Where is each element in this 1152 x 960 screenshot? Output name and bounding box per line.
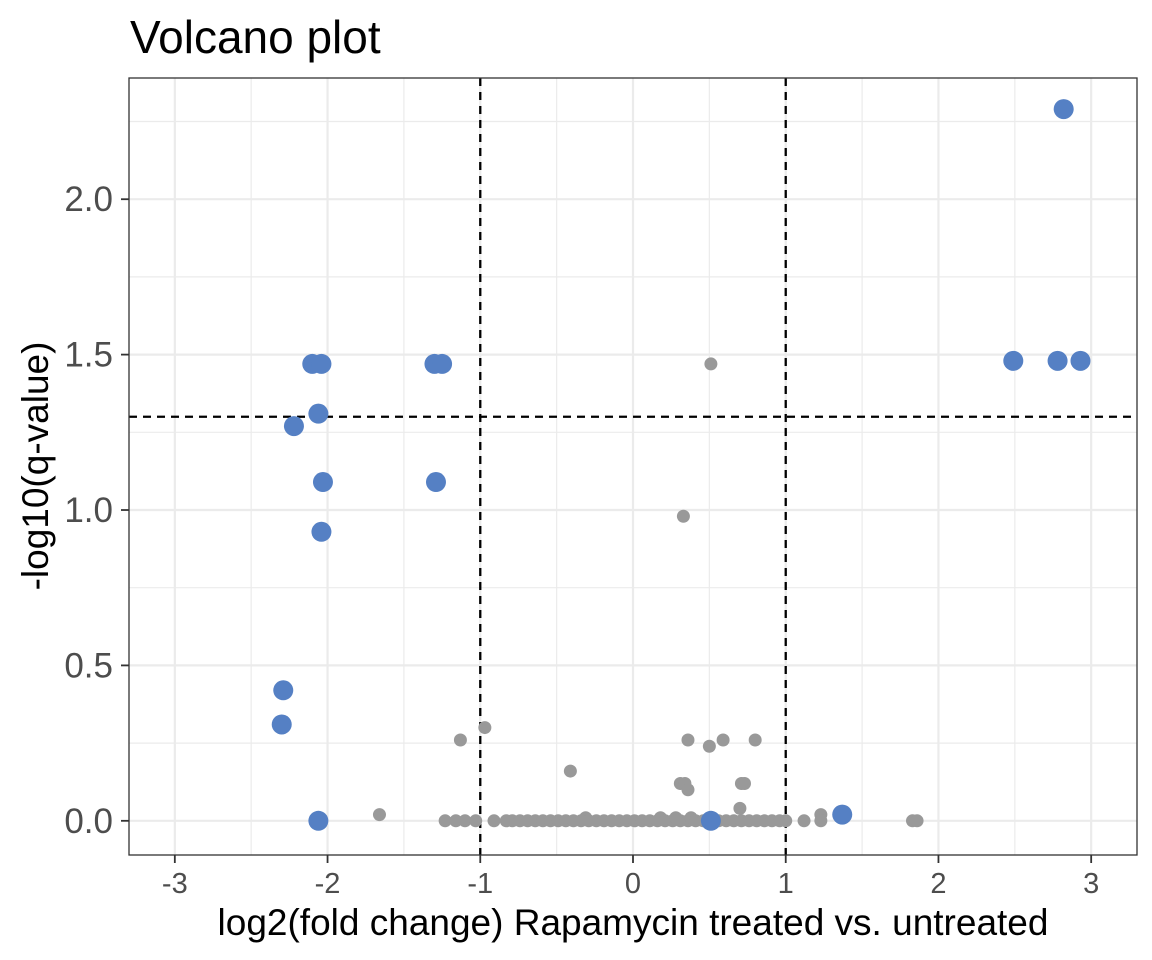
non-significant-point: [779, 814, 793, 828]
significant-point: [700, 810, 721, 831]
significant-point: [311, 353, 332, 374]
y-tick-label: 0.5: [64, 646, 113, 685]
significant-point: [312, 472, 333, 493]
significant-point: [1053, 99, 1074, 120]
significant-point: [1070, 350, 1091, 371]
non-significant-point: [478, 721, 492, 735]
non-significant-point: [748, 733, 762, 747]
non-significant-point: [449, 814, 463, 828]
significant-point: [425, 472, 446, 493]
y-axis-title: -log10(q-value): [15, 342, 56, 591]
x-axis-title: log2(fold change) Rapamycin treated vs. …: [218, 902, 1049, 943]
significant-point: [308, 810, 329, 831]
significant-point: [311, 521, 332, 542]
non-significant-point: [716, 733, 730, 747]
x-tick-label: 3: [1083, 868, 1099, 900]
non-significant-point: [704, 357, 718, 371]
y-tick-label: 1.5: [64, 336, 113, 375]
non-significant-point: [797, 814, 811, 828]
significant-point: [432, 353, 453, 374]
non-significant-point: [910, 814, 924, 828]
non-significant-point: [458, 814, 472, 828]
non-significant-point: [676, 509, 690, 523]
non-significant-point: [733, 801, 747, 815]
non-significant-point: [438, 814, 452, 828]
significant-point: [1003, 350, 1024, 371]
axes: -3 -2 -1 0 1 2 3 0.0 0.5 1.0 1.5 2.0: [64, 180, 1099, 900]
x-tick-label: -3: [162, 868, 188, 900]
y-tick-label: 0.0: [64, 802, 113, 841]
non-significant-point: [453, 733, 467, 747]
non-significant-point: [702, 739, 716, 753]
x-tick-label: -2: [315, 868, 341, 900]
non-significant-point: [372, 808, 386, 822]
significant-point: [1047, 350, 1068, 371]
significant-point: [283, 416, 304, 437]
non-significant-point: [469, 814, 483, 828]
non-significant-point: [737, 777, 751, 791]
significant-point: [832, 804, 853, 825]
non-significant-point: [681, 783, 695, 797]
non-significant-point: [814, 814, 828, 828]
x-tick-label: 0: [625, 868, 641, 900]
non-significant-point: [563, 764, 577, 778]
significant-point: [271, 714, 292, 735]
data-points: [271, 99, 1091, 831]
significant-point: [273, 680, 294, 701]
non-significant-point: [487, 814, 501, 828]
x-tick-label: -1: [467, 868, 493, 900]
chart-title: Volcano plot: [130, 11, 381, 63]
x-tick-label: 2: [930, 868, 946, 900]
x-tick-label: 1: [778, 868, 794, 900]
y-tick-label: 1.0: [64, 491, 113, 530]
non-significant-point: [681, 733, 695, 747]
y-tick-label: 2.0: [64, 180, 113, 219]
significant-point: [308, 403, 329, 424]
